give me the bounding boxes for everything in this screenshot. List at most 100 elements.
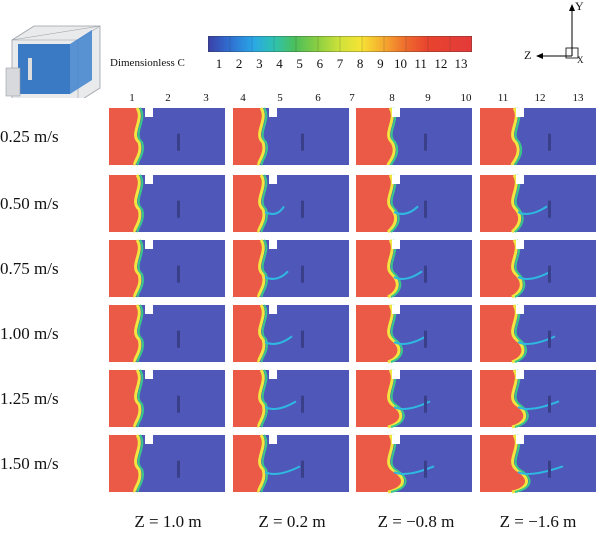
column-number: 3: [203, 92, 209, 104]
vent-opening: [392, 305, 400, 314]
axis-z-label: Z: [524, 48, 532, 62]
vent-opening: [145, 175, 153, 184]
colorbar-tick-label: 6: [316, 56, 324, 71]
occupant-silhouette: [548, 330, 551, 348]
vent-opening: [145, 108, 153, 117]
plume-streak: [393, 270, 423, 280]
high-concentration-region: [109, 240, 140, 297]
vent-opening: [269, 305, 277, 314]
velocity-row-label: 1.25 m/s: [0, 388, 59, 408]
mixing-front: [386, 107, 396, 166]
colorbar: [208, 36, 472, 52]
occupant-silhouette: [548, 460, 551, 478]
vent-opening: [516, 240, 524, 249]
high-concentration-region: [480, 175, 520, 232]
vent-opening: [392, 240, 400, 249]
mixing-front: [511, 304, 525, 364]
mixing-front: [133, 434, 142, 493]
colorbar-tick-label: 1: [215, 56, 223, 71]
mixing-front: [257, 239, 266, 298]
vent-opening: [145, 435, 153, 444]
mixing-front: [386, 174, 398, 234]
high-concentration-region: [109, 175, 140, 232]
plume-streak: [264, 400, 297, 410]
vent-opening: [269, 108, 277, 117]
mixing-front: [257, 369, 266, 428]
occupant-silhouette: [177, 200, 180, 218]
column-number: 9: [425, 92, 431, 104]
mixing-front: [133, 107, 142, 166]
mixing-front-outer: [390, 434, 407, 493]
mixing-front-outer: [514, 369, 529, 428]
vent-opening: [145, 305, 153, 314]
plume-streak: [517, 205, 548, 215]
high-concentration-region: [109, 435, 140, 492]
plume-streak: [517, 270, 552, 280]
column-number: 5: [277, 92, 283, 104]
mixing-front-outer: [390, 304, 403, 363]
occupant-silhouette: [301, 200, 304, 218]
column-number: 2: [165, 92, 171, 104]
plume-streak: [264, 270, 289, 280]
mixing-front-outer: [390, 239, 402, 298]
column-number: 7: [349, 92, 355, 104]
high-concentration-region: [356, 108, 395, 165]
occupant-silhouette: [301, 133, 304, 151]
occupant-silhouette: [177, 330, 180, 348]
high-concentration-region: [233, 305, 264, 362]
plane-label: Z = −0.8 m: [377, 512, 455, 531]
mixing-front-outer: [260, 174, 268, 233]
vent-opening: [516, 175, 524, 184]
mixing-front-outer: [514, 239, 526, 298]
mixing-front-outer: [136, 239, 144, 298]
mixing-front: [387, 304, 401, 364]
column-number: 10: [460, 92, 472, 104]
occupant-silhouette: [177, 460, 180, 478]
mixing-front-outer: [260, 107, 268, 166]
colorbar-title: Dimensionless C: [110, 57, 185, 69]
plume-streak: [393, 335, 427, 345]
room-model-icon: [5, 25, 101, 98]
vent-opening: [516, 370, 524, 379]
high-concentration-region: [233, 240, 264, 297]
mixing-front-outer: [514, 107, 523, 166]
column-number: 12: [534, 92, 546, 104]
occupant-silhouette: [424, 265, 427, 283]
mixing-front-outer: [514, 304, 527, 363]
plane-label: Z = −1.6 m: [499, 512, 577, 531]
vent-opening: [392, 175, 400, 184]
column-number: 1: [129, 92, 135, 104]
high-concentration-region: [233, 175, 264, 232]
plume-streak: [517, 400, 560, 410]
high-concentration-region: [480, 370, 525, 427]
occupant-silhouette: [177, 133, 180, 151]
axis-x-label: X: [577, 55, 584, 65]
colorbar-tick-label: 2: [235, 56, 243, 71]
high-concentration-region: [233, 435, 264, 492]
colorbar-tick-label: 11: [414, 56, 427, 71]
mixing-front: [133, 174, 142, 233]
colorbar-tick-label: 13: [454, 56, 468, 71]
vent-opening: [269, 240, 277, 249]
plume-streak: [393, 205, 419, 215]
plane-label: Z = 0.2 m: [258, 512, 326, 531]
vent-opening: [516, 435, 524, 444]
plume-streak: [517, 465, 564, 475]
mixing-front: [257, 304, 266, 363]
mixing-front-outer: [136, 174, 144, 233]
vent-opening: [392, 108, 400, 117]
occupant-silhouette: [301, 330, 304, 348]
mixing-front-outer: [514, 434, 531, 493]
vent-opening: [392, 370, 400, 379]
velocity-row-label: 0.25 m/s: [0, 126, 59, 146]
mixing-front: [257, 434, 266, 493]
occupant-silhouette: [548, 133, 551, 151]
occupant-silhouette: [177, 395, 180, 413]
colorbar-tick-label: 10: [394, 56, 407, 71]
occupant-silhouette: [548, 395, 551, 413]
colorbar-tick-label: 7: [336, 56, 344, 71]
mixing-front: [387, 369, 403, 429]
high-concentration-region: [480, 108, 519, 165]
mixing-front: [511, 434, 528, 494]
high-concentration-region: [233, 370, 264, 427]
